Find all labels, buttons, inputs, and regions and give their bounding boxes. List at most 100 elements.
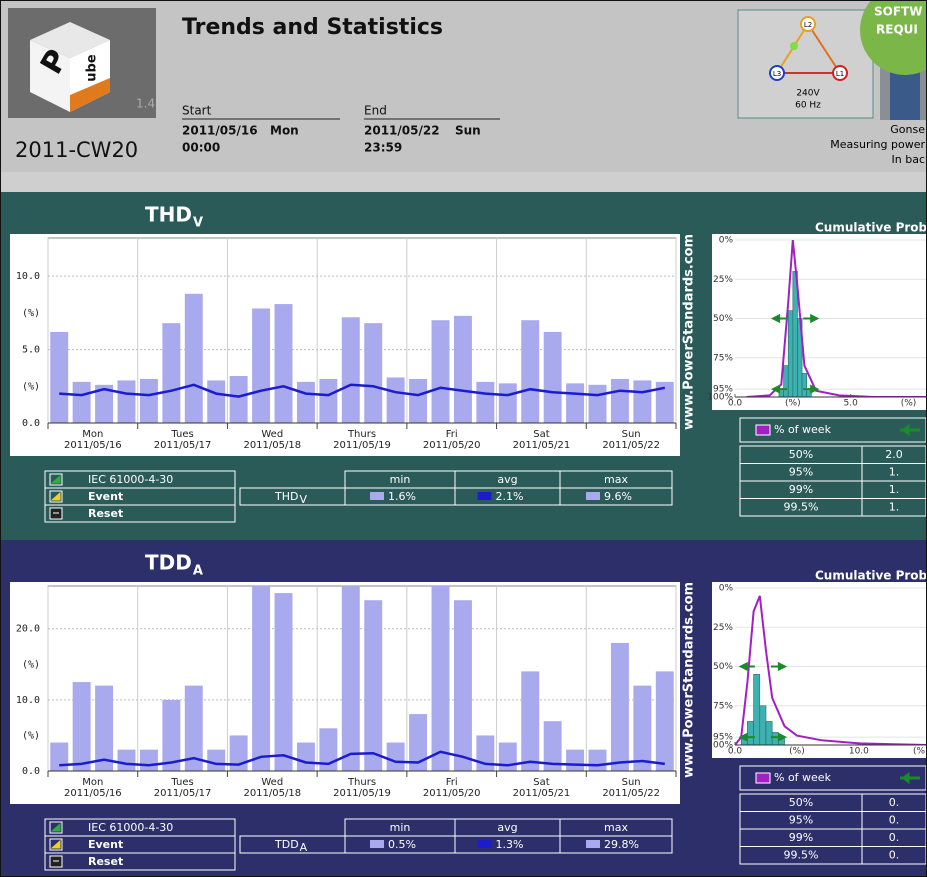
logo-version: 1.4 — [136, 97, 155, 111]
percentile-label: 99% — [789, 483, 813, 496]
x-date-label: 2011/05/19 — [333, 788, 391, 799]
hist-bar — [802, 373, 807, 397]
section-title: TDD — [145, 551, 192, 575]
x-date-label: 2011/05/17 — [154, 788, 212, 799]
max-bar — [432, 320, 450, 423]
max-bar — [319, 379, 337, 423]
percentile-value: 0. — [889, 796, 900, 809]
y-tick-label: 0% — [719, 236, 734, 246]
max-bar — [589, 385, 607, 423]
x-tick-label: 0.0 — [728, 399, 743, 409]
percentile-value: 0. — [889, 849, 900, 862]
max-bar — [207, 380, 225, 423]
chart-title: Cumulative Proba — [815, 221, 927, 235]
percentile-label: 99.5% — [784, 849, 819, 862]
max-bar — [611, 643, 629, 771]
x-date-label: 2011/05/21 — [513, 440, 571, 451]
x-date-label: 2011/05/18 — [243, 788, 301, 799]
max-bar — [633, 380, 651, 423]
caption: Measuring power — [830, 138, 925, 151]
max-bar — [364, 600, 382, 771]
hist-bar — [747, 721, 753, 745]
max-bar — [589, 750, 607, 771]
y-tick-label: 25% — [713, 275, 733, 285]
stats-swatch — [478, 492, 492, 500]
x-tick-label: 10.0 — [849, 747, 869, 757]
frequency: 60 Hz — [795, 101, 821, 111]
legend-label: IEC 61000-4-30 — [88, 473, 173, 486]
x-category-label: Tues — [170, 429, 193, 440]
y-tick-label: 10.0 — [16, 695, 40, 706]
max-bar — [162, 323, 180, 423]
y-tick-label: 0.0 — [22, 766, 40, 777]
y-unit-label: (%) — [22, 659, 40, 670]
x-category-label: Thurs — [347, 429, 376, 440]
header-strip — [0, 172, 927, 192]
x-unit-label: (%) — [785, 399, 801, 409]
percentile-label: 99% — [789, 831, 813, 844]
badge-text: SOFTW — [874, 5, 922, 19]
percentile-value: 2.0 — [885, 448, 903, 461]
start-day: Mon — [270, 124, 299, 138]
legend-label: Event — [88, 490, 123, 503]
max-bar — [95, 686, 113, 771]
max-bar — [230, 376, 248, 423]
max-bar — [521, 320, 539, 423]
max-bar — [454, 316, 472, 423]
max-bar — [118, 380, 136, 423]
y-tick-label: 0.0 — [22, 418, 40, 429]
max-bar — [252, 586, 270, 771]
max-bar — [566, 750, 584, 771]
x-date-label: 2011/05/20 — [423, 440, 481, 451]
y-tick-label: 75% — [713, 353, 733, 363]
x-category-label: Sun — [622, 429, 641, 440]
percentile-label: 95% — [789, 814, 813, 827]
stats-value: 29.8% — [604, 838, 639, 851]
stats-value: 1.6% — [388, 490, 416, 503]
percentile-value: 1. — [889, 466, 900, 479]
max-bar — [140, 379, 158, 423]
max-bar — [387, 743, 405, 771]
x-date-label: 2011/05/18 — [243, 440, 301, 451]
max-bar — [364, 323, 382, 423]
stats-swatch — [586, 840, 600, 848]
x-date-label: 2011/05/19 — [333, 440, 391, 451]
stats-header: avg — [497, 821, 517, 834]
percentile-value: 0. — [889, 831, 900, 844]
x-category-label: Sat — [533, 429, 549, 440]
max-bar — [118, 750, 136, 771]
x-category-label: Thurs — [347, 777, 376, 788]
max-bar — [544, 332, 562, 423]
logo-letter: ube — [85, 54, 100, 82]
percentile-label: 99.5% — [784, 501, 819, 514]
max-bar — [50, 332, 68, 423]
phase-label: L1 — [836, 70, 844, 78]
legend-label: Reset — [88, 507, 123, 520]
x-date-label: 2011/05/22 — [602, 440, 660, 451]
max-bar — [73, 382, 91, 423]
plot-area — [48, 586, 676, 771]
stats-value: 1.3% — [496, 838, 524, 851]
chart-title: Cumulative Proba — [815, 569, 927, 583]
end-label: End — [364, 104, 387, 118]
max-bar — [409, 379, 427, 423]
max-bar — [387, 377, 405, 423]
max-bar — [342, 317, 360, 423]
x-date-label: 2011/05/16 — [64, 440, 122, 451]
y-unit-label: (%) — [22, 730, 40, 741]
percentile-label: 50% — [789, 796, 813, 809]
voltage: 240V — [796, 89, 820, 99]
max-bar — [454, 600, 472, 771]
hist-bar — [766, 721, 772, 745]
page-title: Trends and Statistics — [182, 15, 443, 40]
x-tick-label: 0.0 — [728, 747, 743, 757]
x-date-label: 2011/05/21 — [513, 788, 571, 799]
x-date-label: 2011/05/16 — [64, 788, 122, 799]
stats-header: avg — [497, 473, 517, 486]
x-date-label: 2011/05/22 — [602, 788, 660, 799]
max-bar — [252, 308, 270, 423]
max-bar — [476, 735, 494, 771]
max-bar — [73, 682, 91, 771]
stats-swatch — [586, 492, 600, 500]
x-unit-label: (%) — [901, 399, 917, 409]
